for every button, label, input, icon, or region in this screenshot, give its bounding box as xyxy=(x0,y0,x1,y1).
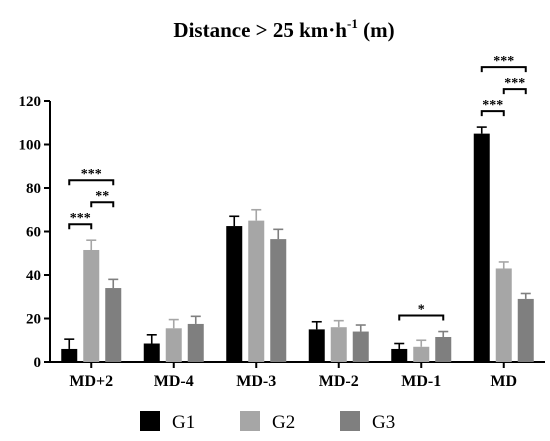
y-tick-label: 40 xyxy=(26,268,41,284)
significance-bracket xyxy=(398,314,445,321)
legend: G1 G2 G3 xyxy=(140,411,395,433)
legend-swatch xyxy=(340,411,360,431)
significance-bracket xyxy=(90,201,115,208)
bars xyxy=(61,126,534,362)
y-tick-label: 20 xyxy=(26,312,41,328)
bar xyxy=(413,346,430,362)
bar xyxy=(61,348,78,362)
bar xyxy=(105,288,122,362)
bar xyxy=(187,323,204,362)
legend-label: G3 xyxy=(372,412,395,433)
legend-swatch xyxy=(140,411,160,431)
significance-bracket xyxy=(68,223,93,230)
chart-title-unit: (m) xyxy=(358,18,395,42)
significance-bracket xyxy=(502,88,527,95)
bar xyxy=(226,226,243,362)
y-tick-label: 60 xyxy=(26,225,41,241)
bar xyxy=(308,329,325,362)
bar xyxy=(83,249,100,362)
bar xyxy=(495,268,512,362)
bar xyxy=(352,331,369,362)
bar xyxy=(248,220,265,362)
x-tick-label: MD-2 xyxy=(319,373,359,390)
significance-label: ** xyxy=(95,189,109,204)
chart-title: Distance > 25 km·h-1 (m) xyxy=(173,16,394,42)
y-tick-label: 120 xyxy=(19,94,42,110)
bar xyxy=(517,298,534,362)
y-tick-label: 100 xyxy=(19,138,42,154)
bar xyxy=(143,343,160,362)
x-tick-label: MD xyxy=(490,373,517,390)
chart-title-main: Distance > 25 km·h xyxy=(173,18,347,42)
significance-brackets: ****************** xyxy=(68,54,527,321)
bar xyxy=(165,328,182,362)
significance-bracket xyxy=(480,110,505,117)
bar xyxy=(473,133,490,362)
significance-label: *** xyxy=(81,167,102,182)
chart-title-superscript: -1 xyxy=(347,16,358,31)
x-tick-label: MD-4 xyxy=(154,373,194,390)
significance-label: *** xyxy=(504,76,525,91)
bar xyxy=(391,348,408,362)
x-tick-label: MD-1 xyxy=(401,373,441,390)
legend-label: G1 xyxy=(172,412,195,433)
significance-bracket xyxy=(68,179,115,186)
significance-label: *** xyxy=(482,98,503,113)
y-tick-label: 80 xyxy=(26,181,41,197)
significance-label: *** xyxy=(70,211,91,226)
bar xyxy=(270,239,287,362)
x-tick-label: MD+2 xyxy=(69,373,113,390)
bar xyxy=(330,327,347,362)
significance-label: * xyxy=(418,303,425,318)
bar xyxy=(435,336,452,362)
significance-bracket xyxy=(480,66,527,73)
x-tick-label: MD-3 xyxy=(236,373,276,390)
significance-label: *** xyxy=(493,54,514,69)
legend-swatch xyxy=(240,411,260,431)
axes: 0 20 40 60 80 100 120 MD+2 MD-4 MD-3 MD-2 MD-1 MD xyxy=(19,94,545,390)
legend-label: G2 xyxy=(272,412,295,433)
y-tick-label: 0 xyxy=(34,355,42,371)
